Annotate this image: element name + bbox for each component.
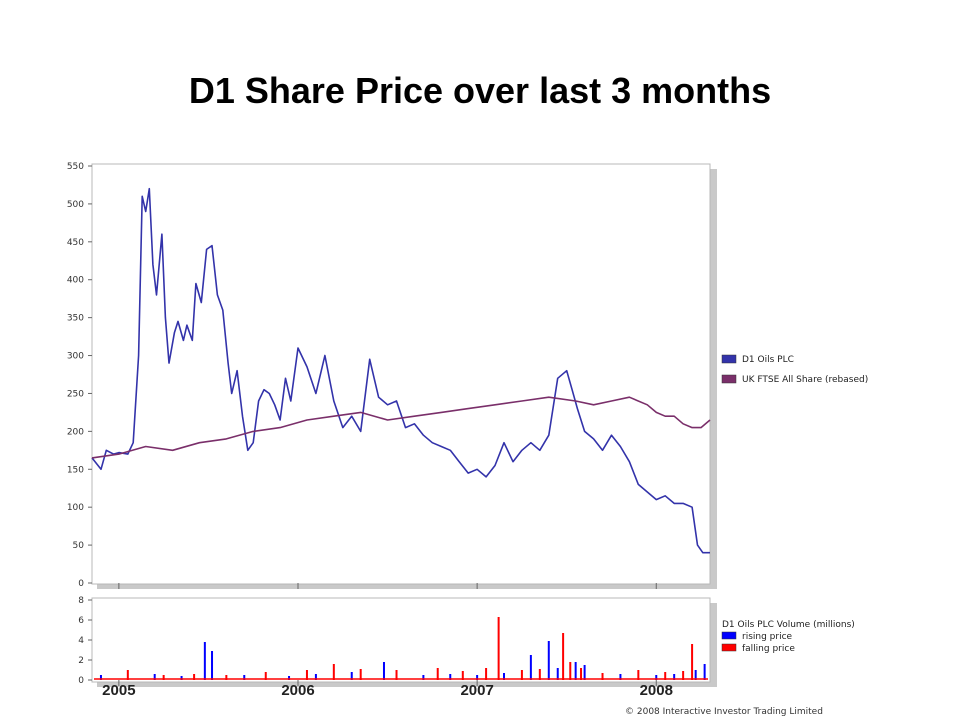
volume-bar-rising — [694, 670, 697, 680]
price-tick-label: 400 — [67, 276, 84, 286]
volume-bar-rising — [556, 668, 559, 680]
volume-bar-falling — [193, 674, 196, 680]
volume-bar-falling — [497, 617, 500, 680]
volume-bar-falling — [691, 644, 694, 680]
volume-legend-title: D1 Oils PLC Volume (millions) — [722, 620, 855, 630]
volume-bar-rising — [529, 655, 532, 680]
volume-bar-rising — [449, 674, 452, 680]
volume-tick-label: 8 — [78, 596, 84, 606]
volume-bar-falling — [126, 670, 129, 680]
price-legend: D1 Oils PLC UK FTSE All Share (rebased) — [721, 354, 868, 385]
volume-tick-label: 4 — [78, 636, 84, 646]
volume-bar-falling — [562, 633, 565, 680]
series-line-d1-oils — [91, 187, 710, 554]
year-tick-label: 2008 — [640, 682, 673, 699]
volume-bar-rising — [703, 664, 706, 680]
volume-panel — [91, 597, 711, 683]
volume-tick-label: 2 — [78, 656, 84, 666]
volume-bar-rising — [99, 675, 102, 680]
year-tick-label: 2007 — [460, 682, 493, 699]
volume-bar-falling — [162, 675, 165, 680]
price-tick-label: 300 — [67, 352, 84, 362]
volume-bar-falling — [359, 669, 362, 680]
legend-label: D1 Oils PLC — [742, 355, 794, 365]
volume-bar-rising — [382, 662, 385, 680]
price-tick-label: 350 — [67, 314, 84, 324]
price-tick-label: 450 — [67, 238, 84, 248]
slide-title: D1 Share Price over last 3 months — [188, 70, 772, 111]
volume-bar-falling — [461, 671, 464, 680]
volume-bar-falling — [264, 672, 267, 680]
volume-bar-falling — [682, 671, 685, 680]
volume-bar-falling — [436, 668, 439, 680]
volume-bar-rising — [203, 642, 206, 680]
price-tick-label: 500 — [67, 200, 84, 210]
volume-legend: D1 Oils PLC Volume (millions) rising pric… — [721, 620, 855, 654]
price-tick-label: 250 — [67, 389, 84, 399]
volume-bar-falling — [225, 675, 228, 680]
price-panel — [91, 163, 711, 585]
volume-bar-rising — [583, 665, 586, 680]
volume-bar-falling — [664, 672, 667, 680]
volume-bar-falling — [332, 664, 335, 680]
volume-bar-falling — [485, 668, 488, 680]
volume-bar-falling — [601, 673, 604, 680]
legend-swatch — [721, 354, 737, 364]
legend-swatch — [721, 631, 737, 640]
volume-tick-label: 0 — [78, 676, 84, 686]
volume-bar-falling — [395, 670, 398, 680]
volume-bar-falling — [305, 670, 308, 680]
volume-bar-rising — [503, 673, 505, 680]
volume-bar-rising — [243, 675, 246, 680]
price-tick-label: 200 — [67, 427, 84, 437]
price-series-layer — [91, 187, 711, 554]
copyright-text: © 2008 Interactive Investor Trading Limi… — [625, 707, 823, 717]
volume-bar-falling — [569, 662, 572, 680]
legend-swatch — [721, 374, 737, 384]
legend-swatch — [721, 643, 737, 652]
price-tick-label: 550 — [67, 162, 84, 172]
volume-bar-rising — [547, 641, 550, 680]
volume-bar-rising — [673, 674, 676, 680]
volume-bars-layer — [94, 617, 708, 680]
volume-bar-falling — [520, 670, 523, 680]
price-tick-label: 0 — [78, 579, 84, 589]
volume-y-axis: 0 2 4 6 8 — [78, 596, 92, 686]
volume-bar-rising — [574, 662, 577, 680]
volume-bar-rising — [153, 674, 156, 680]
price-tick-label: 100 — [67, 503, 84, 513]
volume-tick-label: 6 — [78, 616, 84, 626]
volume-bar-rising — [476, 675, 479, 680]
volume-bar-rising — [422, 675, 425, 680]
volume-bar-rising — [619, 674, 622, 680]
price-tick-label: 50 — [73, 541, 85, 551]
year-tick-label: 2006 — [281, 682, 314, 699]
volume-bar-rising — [211, 651, 214, 680]
x-axis: 2005 2006 2007 2008 — [102, 583, 673, 699]
volume-bar-rising — [314, 674, 317, 680]
legend-label: rising price — [742, 632, 793, 642]
legend-label: falling price — [742, 644, 795, 654]
volume-bar-rising — [350, 672, 353, 680]
price-tick-label: 150 — [67, 465, 84, 475]
legend-label: UK FTSE All Share (rebased) — [742, 375, 868, 385]
year-tick-label: 2005 — [102, 682, 135, 699]
volume-bar-rising — [288, 676, 291, 680]
volume-bar-falling — [538, 669, 541, 680]
volume-bar-falling — [637, 670, 640, 680]
price-y-axis: 0 50 100 150 200 250 300 350 400 450 500 550 — [67, 162, 92, 589]
volume-bar-rising — [180, 676, 183, 680]
volume-bar-falling — [580, 668, 583, 680]
series-line-ftse-all-share — [91, 396, 711, 459]
volume-bar-rising — [655, 675, 658, 680]
